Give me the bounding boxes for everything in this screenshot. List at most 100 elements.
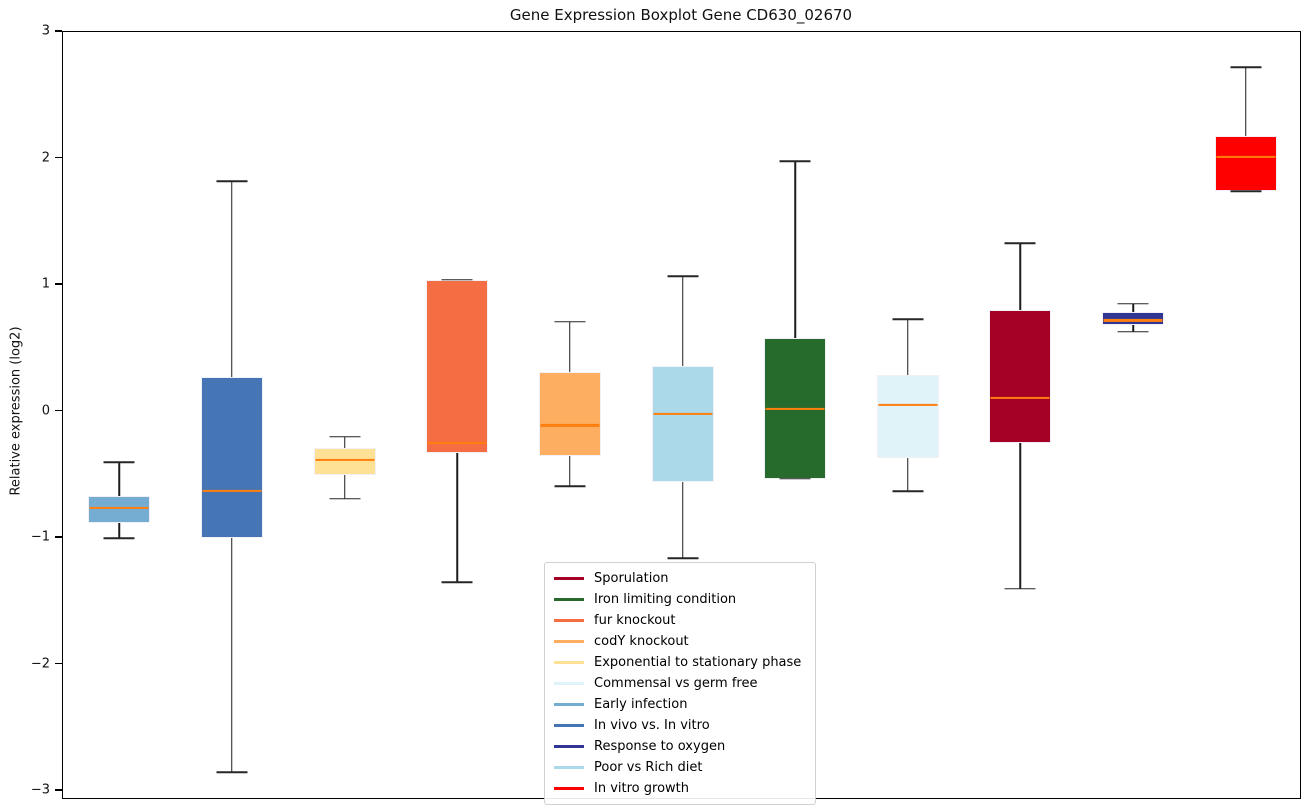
boxplot-whisker-upper xyxy=(231,181,233,378)
boxplot-whisker-upper xyxy=(1132,303,1134,312)
boxplot-box xyxy=(1214,135,1277,192)
legend-item-label: Exponential to stationary phase xyxy=(594,655,802,670)
legend-swatch xyxy=(554,640,584,643)
boxplot-whisker-lower xyxy=(1019,443,1022,589)
legend-item-label: Poor vs Rich diet xyxy=(594,760,703,775)
legend-item-label: codY knockout xyxy=(594,634,689,649)
boxplot-cap-upper xyxy=(1117,303,1149,305)
boxplot-whisker-lower xyxy=(681,482,684,559)
legend-item-label: fur knockout xyxy=(594,613,676,628)
legend-item-label: Early infection xyxy=(594,697,688,712)
boxplot-whisker-lower xyxy=(118,522,121,538)
legend-swatch xyxy=(554,745,584,748)
boxplot-whisker-upper xyxy=(907,319,909,375)
boxplot-cap-upper xyxy=(554,320,586,323)
y-tick-label: 0 xyxy=(41,403,50,418)
boxplot-whisker-upper xyxy=(1244,67,1247,136)
boxplot-cap-lower xyxy=(667,557,698,559)
y-tick-label: 2 xyxy=(41,150,50,165)
boxplot-median xyxy=(1216,156,1276,159)
boxplot-cap-upper xyxy=(892,318,924,320)
legend-item-in-vivo-vs-in-vitro: In vivo vs. In vitro xyxy=(554,715,806,736)
boxplot-box xyxy=(538,372,601,456)
legend-item-poor-vs-rich-diet: Poor vs Rich diet xyxy=(554,757,806,778)
legend-item-early-infection: Early infection xyxy=(554,694,806,715)
boxplot-median xyxy=(990,396,1050,399)
boxplot-cap-upper xyxy=(667,275,698,277)
y-tick-label: −3 xyxy=(30,782,50,798)
boxplot-box xyxy=(989,310,1052,444)
legend-item-exponential-to-stationary-phase: Exponential to stationary phase xyxy=(554,652,806,673)
boxplot-median xyxy=(540,424,600,427)
legend-swatch xyxy=(554,766,584,769)
legend-swatch xyxy=(554,703,584,706)
boxplot-whisker-lower xyxy=(569,455,571,487)
y-tick-label: −1 xyxy=(30,529,50,545)
y-tick-mark xyxy=(55,789,62,791)
boxplot-cap-upper xyxy=(1004,242,1036,244)
legend-swatch xyxy=(554,661,584,664)
boxplot-box xyxy=(426,279,489,454)
legend-swatch xyxy=(554,619,584,622)
boxplot-median xyxy=(89,506,149,509)
legend-item-label: Response to oxygen xyxy=(594,739,726,754)
boxplot-cap-lower xyxy=(554,485,586,487)
boxplot-median xyxy=(1103,319,1163,322)
boxplot-box xyxy=(651,365,714,483)
legend-swatch xyxy=(554,787,584,790)
legend-swatch xyxy=(554,724,584,727)
boxplot-cap-lower xyxy=(216,771,248,773)
boxplot-cap-lower xyxy=(1117,331,1149,333)
y-tick-mark xyxy=(55,409,62,412)
boxplot-whisker-lower xyxy=(456,453,458,583)
boxplot-whisker-upper xyxy=(1019,243,1022,311)
boxplot-cap-lower xyxy=(779,477,811,480)
boxplot-cap-upper xyxy=(103,461,135,463)
boxplot-whisker-upper xyxy=(681,276,684,366)
legend-item-sporulation: Sporulation xyxy=(554,568,806,589)
boxplot-whisker-upper xyxy=(794,161,796,339)
boxplot-cap-lower xyxy=(329,498,361,500)
boxplot-cap-lower xyxy=(1230,190,1262,193)
boxplot-cap-upper xyxy=(1230,66,1262,69)
boxplot-median xyxy=(202,490,262,493)
legend-item-label: Iron limiting condition xyxy=(594,592,737,607)
legend-item-response-to-oxygen: Response to oxygen xyxy=(554,736,806,757)
legend-swatch xyxy=(554,577,584,580)
y-tick-mark xyxy=(55,30,62,32)
y-tick-mark xyxy=(55,156,62,159)
y-tick-mark xyxy=(55,662,62,665)
boxplot-box xyxy=(200,377,263,538)
legend-item-label: In vivo vs. In vitro xyxy=(594,718,710,733)
boxplot-median xyxy=(653,412,712,416)
legend: Sporulation Iron limiting condition fur kn… xyxy=(544,562,816,805)
boxplot-cap-upper xyxy=(216,180,248,183)
legend-item-commensal-vs-germ-free: Commensal vs germ free xyxy=(554,673,806,694)
y-tick-mark xyxy=(55,283,62,285)
legend-item-label: Commensal vs germ free xyxy=(594,676,758,691)
boxplot-whisker-lower xyxy=(907,458,909,492)
legend-swatch xyxy=(554,682,584,685)
boxplot-cap-lower xyxy=(103,537,135,539)
boxplot-box xyxy=(88,496,151,523)
boxplot-box xyxy=(1102,311,1165,326)
legend-item-cody-knockout: codY knockout xyxy=(554,631,806,652)
legend-item-iron-limiting-condition: Iron limiting condition xyxy=(554,589,806,610)
legend-item-in-vitro-growth: In vitro growth xyxy=(554,778,806,799)
boxplot-median xyxy=(878,404,938,407)
boxplot-whisker-lower xyxy=(343,474,346,499)
boxplot-median xyxy=(765,407,825,411)
boxplot-median xyxy=(315,458,375,461)
y-tick-label: −2 xyxy=(30,656,50,671)
boxplot-whisker-upper xyxy=(118,462,121,497)
boxplot-cap-lower xyxy=(892,490,924,492)
y-tick-label: 3 xyxy=(41,23,50,39)
boxplot-box xyxy=(313,448,376,475)
plot-area xyxy=(62,31,1301,799)
legend-item-label: Sporulation xyxy=(594,571,669,586)
boxplot-cap-upper xyxy=(441,279,473,281)
boxplot-whisker-upper xyxy=(569,321,571,373)
boxplot-cap-lower xyxy=(441,581,473,584)
boxplot-median xyxy=(427,442,487,445)
